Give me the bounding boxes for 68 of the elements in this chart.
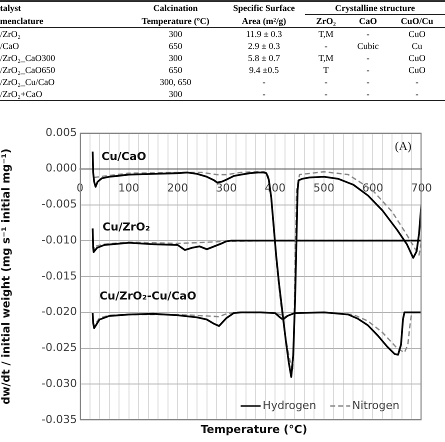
text: - <box>414 76 420 88</box>
text: - <box>414 88 420 100</box>
text: ZrO₂ <box>305 14 347 28</box>
text: 2.9 ± 0.3 <box>247 40 281 52</box>
text: - <box>366 52 370 64</box>
y-tick-label: -0.005 <box>42 198 77 211</box>
text: /ZrO₂_Cu/CaO <box>0 76 56 88</box>
legend-label: Hydrogen <box>262 398 316 412</box>
annotation: Cu/CaO <box>102 150 146 163</box>
text: - <box>262 76 266 88</box>
annotation: Cu/ZrO₂-Cu/CaO <box>99 289 196 302</box>
text: 5.8 ± 0.7 <box>247 52 281 64</box>
annotation: Cu/ZrO₂ <box>102 220 150 234</box>
text: CuO/Cu <box>389 14 445 28</box>
x-tick-label: 300 <box>216 181 237 194</box>
text: 11.9 ± 0.3 <box>244 28 284 40</box>
text: Cubic <box>356 40 380 52</box>
text: 9.4 ±0.5 <box>248 64 280 76</box>
text: talyst <box>0 2 22 14</box>
text: - <box>366 76 370 88</box>
text: - <box>366 88 370 100</box>
text: /ZrO₂_CaO650 <box>0 64 56 76</box>
text: CuO <box>407 52 426 64</box>
text: - <box>324 40 328 52</box>
text: CuO <box>407 28 426 40</box>
x-tick-label: 100 <box>118 181 140 194</box>
x-tick-label: 500 <box>313 181 334 194</box>
text: Crystalline structure <box>305 1 445 14</box>
x-tick-label: 600 <box>362 181 384 194</box>
text: Specific Surface <box>232 2 296 14</box>
legend-label: Nitrogen <box>352 398 400 412</box>
text: T,M <box>317 28 335 40</box>
text: 650 <box>168 64 184 76</box>
y-tick-label: 0.005 <box>46 126 77 139</box>
text: T,M <box>317 52 335 64</box>
text: /ZrO₂+CaO <box>0 88 44 100</box>
text: Cu <box>410 40 424 52</box>
text: 300 <box>168 52 184 64</box>
text: 300 <box>168 88 184 100</box>
x-tick-label: 200 <box>167 181 188 194</box>
y-tick-label: -0.015 <box>42 269 77 282</box>
text: /CaO <box>0 40 20 52</box>
y-axis-title: dw/dt / initial weight (mg s⁻¹ initial mg⁻¹) <box>0 148 12 405</box>
text: - <box>262 88 266 100</box>
y-tick-label: -0.030 <box>42 376 77 390</box>
text: - <box>324 88 328 100</box>
y-tick-label: -0.035 <box>42 412 77 426</box>
x-axis-title: Temperature (°C) <box>200 423 308 436</box>
y-tick-label: -0.020 <box>42 305 77 318</box>
text: Temperature (ºC) <box>128 14 223 28</box>
text: 650 <box>168 40 184 52</box>
y-tick-label: -0.010 <box>42 233 77 246</box>
text: T <box>322 64 330 76</box>
text: - <box>324 76 328 88</box>
text: CaO <box>347 14 389 28</box>
text: Area (m²/g) <box>223 14 305 28</box>
text: Calcination <box>152 2 199 14</box>
text: menclature <box>0 14 128 28</box>
text: CuO <box>407 64 426 76</box>
y-tick-label: 0.000 <box>46 162 77 175</box>
text: - <box>366 28 370 40</box>
text: 300, 650 <box>158 76 192 88</box>
text: /ZrO₂_CaO300 <box>0 52 56 64</box>
text: 300 <box>168 28 184 40</box>
annotation: (A) <box>394 139 412 154</box>
y-tick-label: -0.025 <box>42 341 77 354</box>
text: /ZrO₂ <box>0 28 22 40</box>
text: - <box>366 64 370 76</box>
